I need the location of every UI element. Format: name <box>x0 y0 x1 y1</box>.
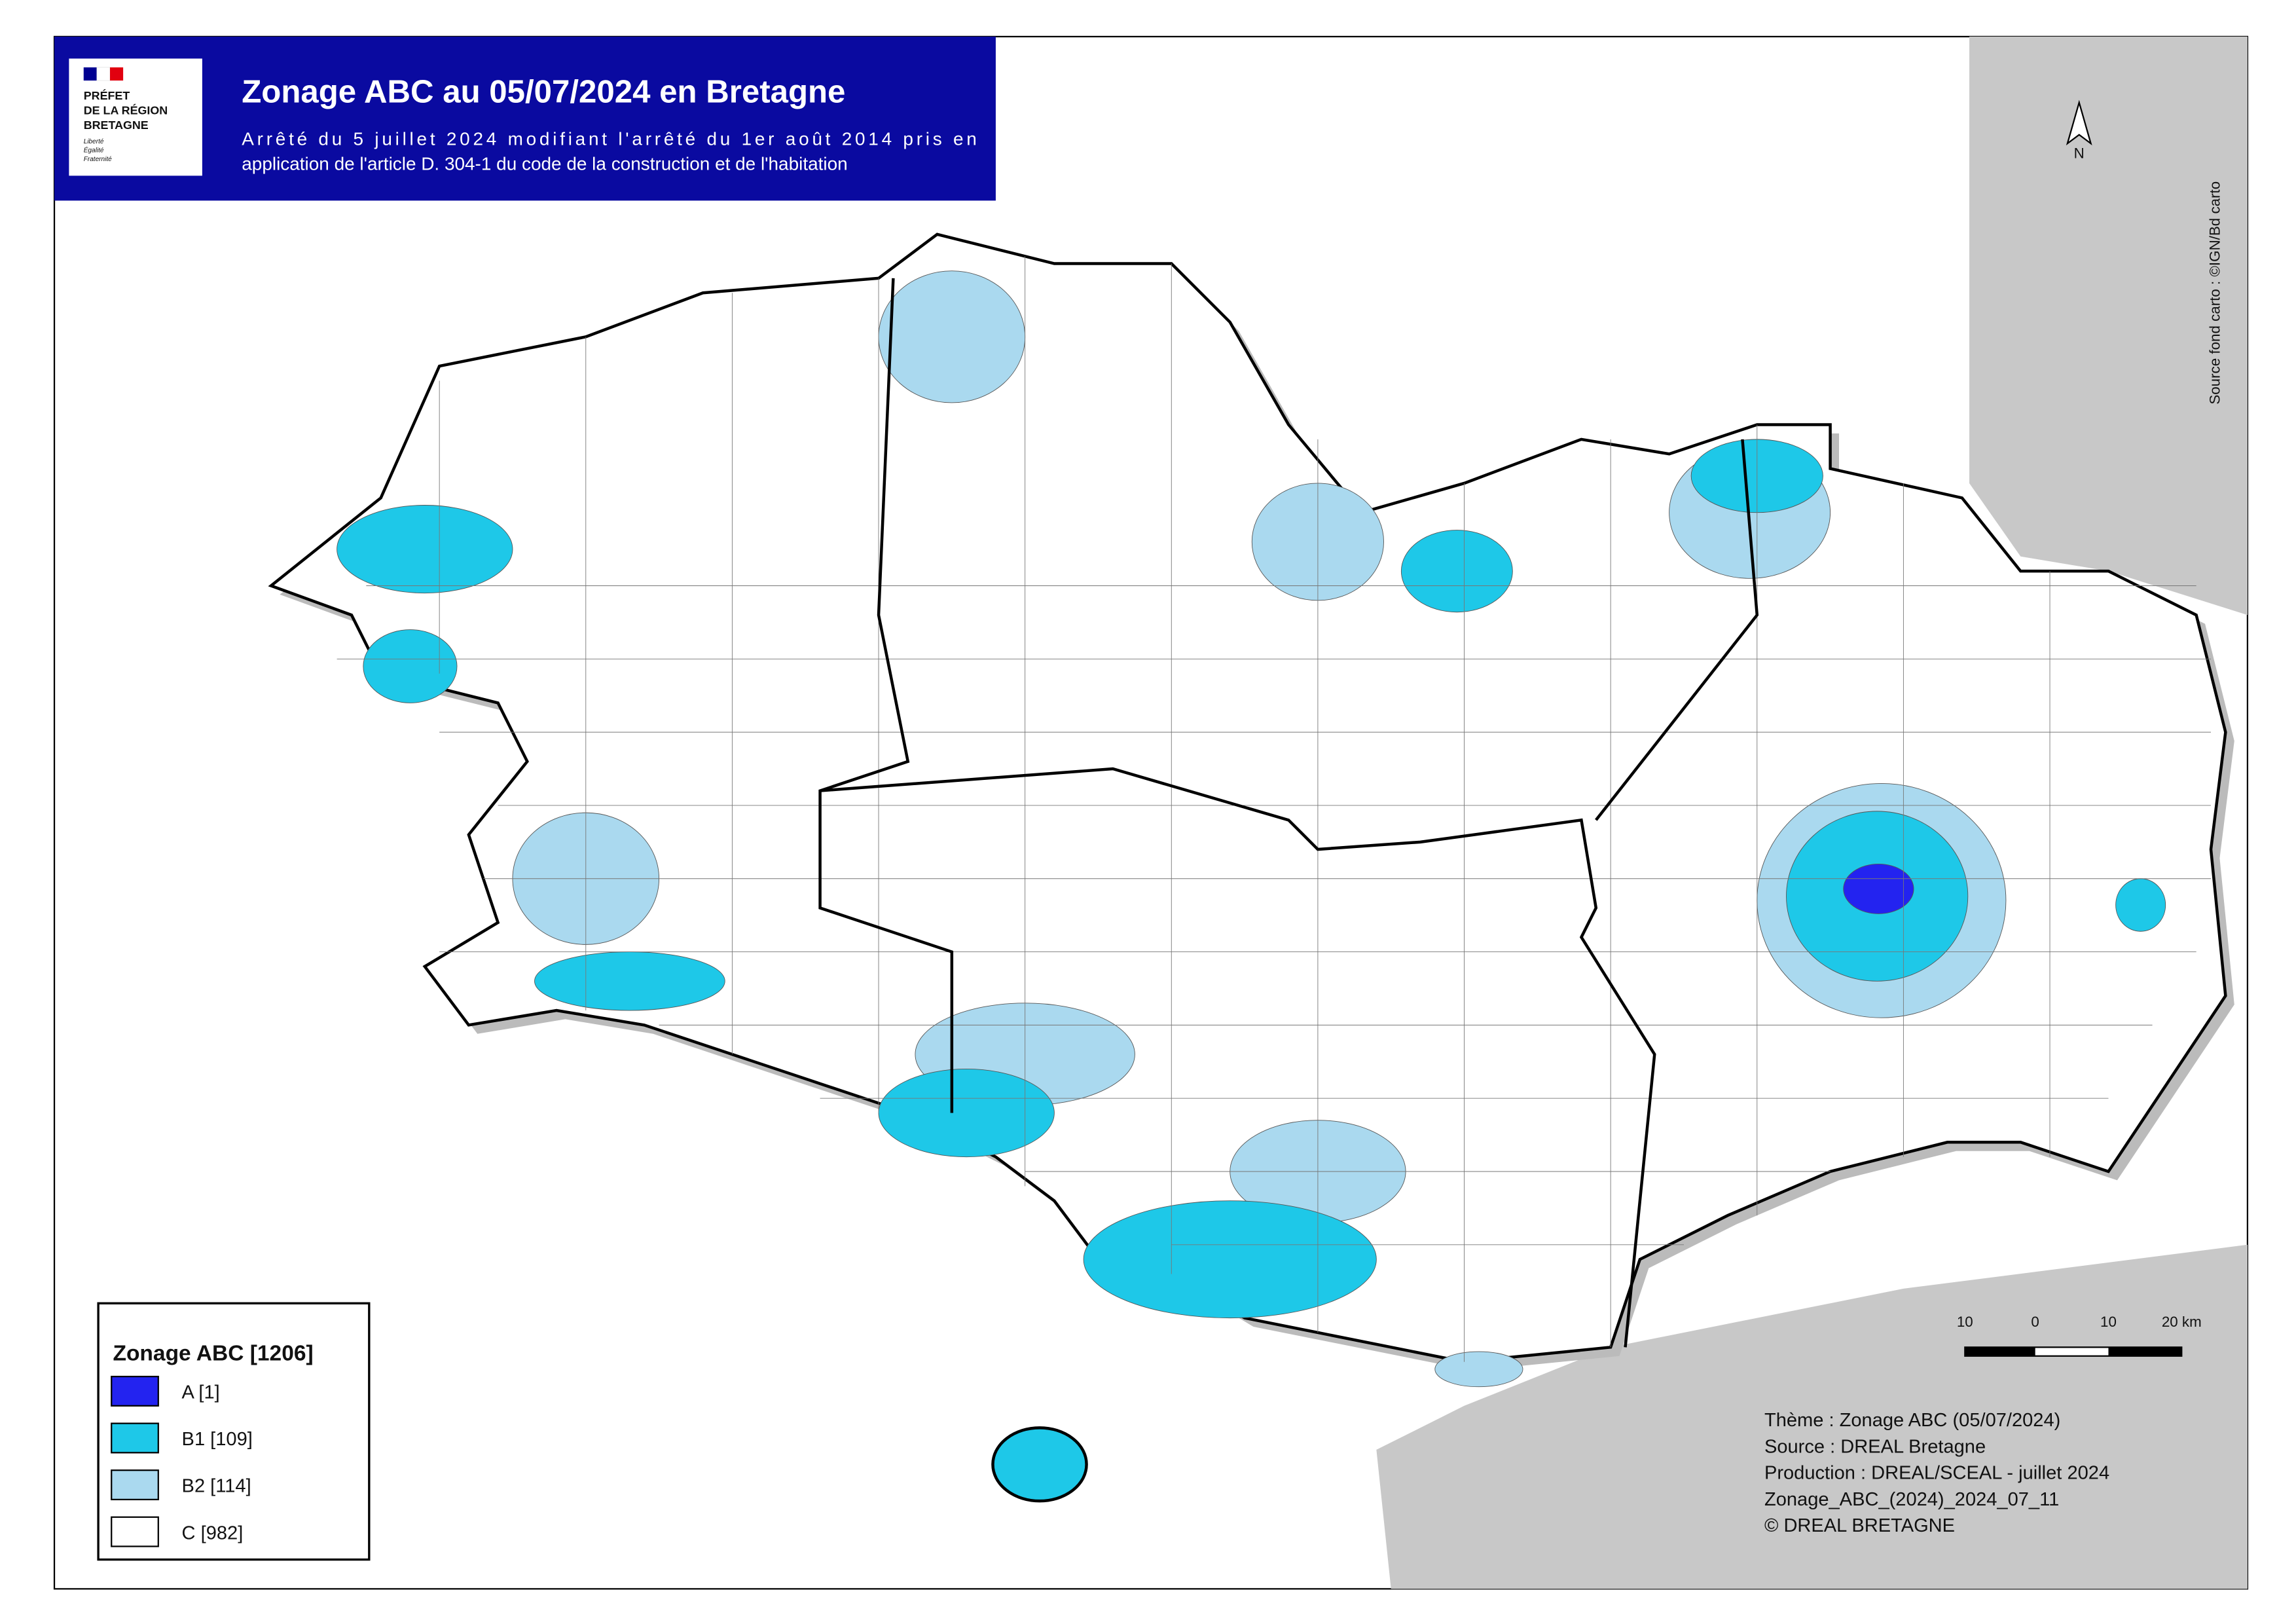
zone <box>534 951 725 1011</box>
scale-label: 10 <box>2100 1314 2117 1330</box>
pays-de-la-loire <box>1376 1244 2248 1589</box>
legend-swatch <box>111 1469 159 1501</box>
title: Zonage ABC au 05/07/2024 en Bretagne <box>242 74 845 110</box>
motto: Égalité <box>84 146 104 155</box>
north-arrow <box>2066 100 2092 146</box>
normandy <box>1969 36 2248 616</box>
logo-flag <box>83 67 97 81</box>
zone <box>2115 878 2166 932</box>
zone <box>1434 1351 1523 1388</box>
credit-line: © DREAL BRETAGNE <box>1764 1515 1955 1536</box>
logo-flag <box>109 67 124 81</box>
legend-label: A [1] <box>182 1382 220 1403</box>
legend-swatch <box>111 1375 159 1407</box>
legend-label: B2 [114] <box>182 1476 251 1497</box>
logo-text: PRÉFET <box>84 88 130 102</box>
north-label: N <box>2074 145 2085 162</box>
zone <box>1400 530 1513 613</box>
department-borders <box>818 278 1759 1348</box>
zone <box>878 1069 1055 1158</box>
legend-items: A [1] B1 [109] B2 [114] C [982] <box>111 1375 253 1547</box>
zone <box>878 270 1026 403</box>
subtitle: application de l'article D. 304-1 du cod… <box>242 153 847 174</box>
credit-line: Source : DREAL Bretagne <box>1764 1436 1986 1457</box>
zone <box>1083 1200 1377 1319</box>
municipality-grid <box>337 256 2212 1362</box>
credits: Thème : Zonage ABC (05/07/2024) Source : … <box>1764 1410 2109 1536</box>
logo-text: BRETAGNE <box>84 119 149 132</box>
scale-label: 0 <box>2031 1314 2039 1330</box>
zone <box>1843 863 1914 914</box>
scale-bar <box>2108 1347 2182 1356</box>
header-box <box>54 36 996 201</box>
motto: Liberté <box>84 138 104 145</box>
island <box>991 1426 1088 1503</box>
credit-line: Production : DREAL/SCEAL - juillet 2024 <box>1764 1463 2109 1484</box>
motto: Fraternité <box>84 156 112 163</box>
credit-line: Zonage_ABC_(2024)_2024_07_11 <box>1764 1489 2059 1510</box>
credit-line: Thème : Zonage ABC (05/07/2024) <box>1764 1410 2060 1431</box>
legend-title: Zonage ABC [1206] <box>113 1341 313 1365</box>
logo-flag <box>96 67 111 81</box>
scale-bar <box>1965 1347 2035 1356</box>
scale-label: 10 <box>1957 1314 1973 1330</box>
zone <box>363 629 458 703</box>
legend-label: B1 [109] <box>182 1429 253 1450</box>
legend-swatch <box>111 1516 159 1547</box>
source-note: Source fond carto : ©IGN/Bd carto <box>2206 181 2223 405</box>
scale-label: 20 km <box>2162 1314 2202 1330</box>
legend-swatch <box>111 1422 159 1454</box>
scale-labels: 10 0 10 20 km <box>1957 1314 2202 1330</box>
legend-label: C [982] <box>182 1522 244 1543</box>
zone <box>337 505 513 594</box>
logo-text: DE LA RÉGION <box>84 103 168 117</box>
